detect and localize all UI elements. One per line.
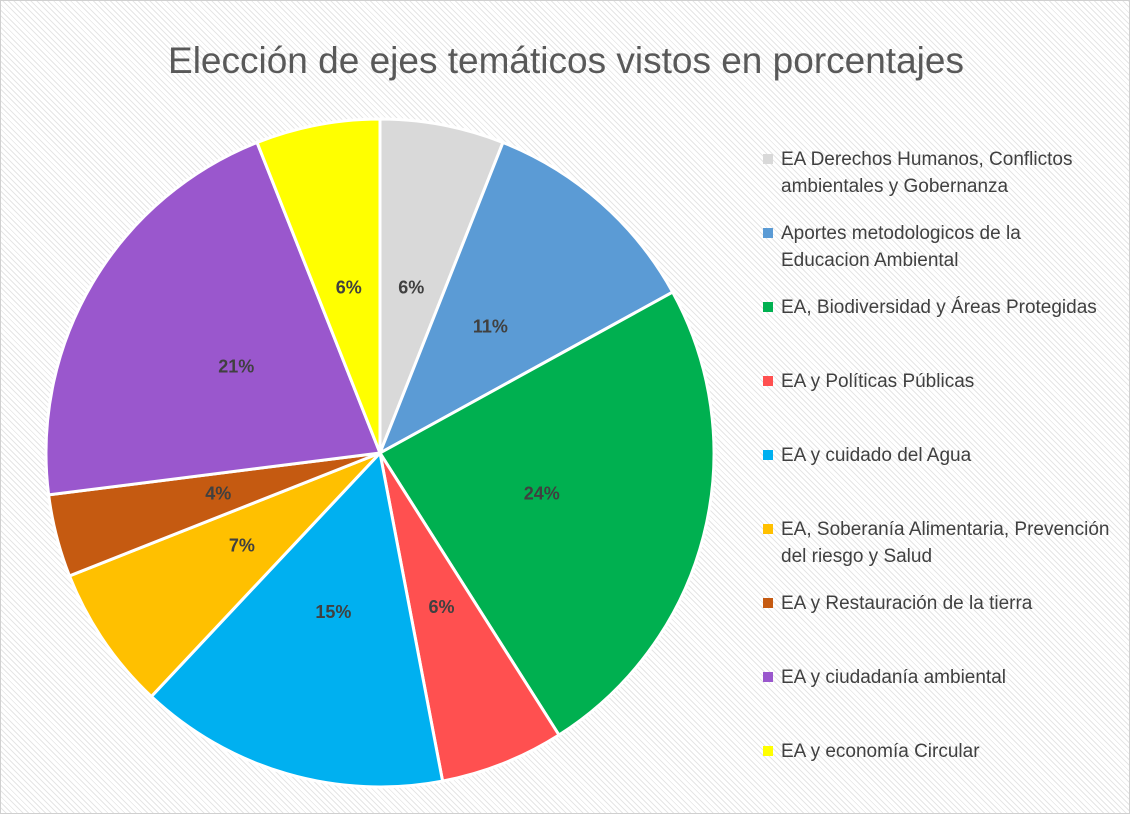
legend-swatch [763, 598, 773, 608]
legend-swatch [763, 672, 773, 682]
legend-label: EA, Soberanía Alimentaria, Prevención de… [781, 519, 1110, 567]
legend-label: EA y economía Circular [781, 741, 980, 762]
data-label: 24% [524, 483, 560, 503]
legend-entry: EA y ciudadanía ambiental [763, 664, 1113, 691]
legend-label: EA, Biodiversidad y Áreas Protegidas [781, 297, 1097, 318]
data-label: 21% [218, 357, 254, 377]
data-label: 7% [229, 536, 255, 556]
data-label: 6% [428, 597, 454, 617]
legend-entry: EA y Políticas Públicas [763, 368, 1113, 395]
pie-slice [67, 451, 382, 699]
legend-swatch [763, 450, 773, 460]
legend-entry: EA y Restauración de la tierra [763, 590, 1113, 617]
legend-swatch [763, 228, 773, 238]
pie-slice [149, 449, 445, 789]
pie-slice [255, 117, 382, 454]
legend-entry: EA Derechos Humanos, Conflictos ambienta… [763, 146, 1113, 200]
pie-slice [377, 140, 675, 457]
legend-label: EA y ciudadanía ambiental [781, 667, 1006, 688]
legend-swatch [763, 524, 773, 534]
legend-entry: EA, Biodiversidad y Áreas Protegidas [763, 294, 1113, 321]
legend-label: EA Derechos Humanos, Conflictos ambienta… [781, 149, 1073, 197]
chart-title: Elección de ejes temáticos vistos en por… [168, 40, 964, 81]
pie-slice [378, 452, 562, 783]
pie-slice [44, 140, 383, 497]
legend-label: EA y Políticas Públicas [781, 371, 975, 392]
data-label: 15% [315, 602, 351, 622]
legend-swatch [763, 376, 773, 386]
pie-slice [378, 117, 505, 454]
legend-swatch [763, 154, 773, 164]
legend-label: EA y cuidado del Agua [781, 445, 972, 466]
legend-swatch [763, 302, 773, 312]
legend-entry: EA, Soberanía Alimentaria, Prevención de… [763, 516, 1113, 570]
legend-label: Aportes metodologicos de la Educacion Am… [781, 223, 1021, 271]
data-label: 4% [205, 483, 231, 503]
legend-entry: Aportes metodologicos de la Educacion Am… [763, 220, 1113, 274]
legend-entry: EA y cuidado del Agua [763, 442, 1113, 469]
pie-slice [377, 290, 716, 738]
legend-entry: EA y economía Circular [763, 738, 1113, 765]
legend-swatch [763, 746, 773, 756]
data-label: 6% [398, 278, 424, 298]
data-label: 6% [336, 278, 362, 298]
data-label: 11% [473, 316, 508, 336]
legend-label: EA y Restauración de la tierra [781, 593, 1033, 614]
